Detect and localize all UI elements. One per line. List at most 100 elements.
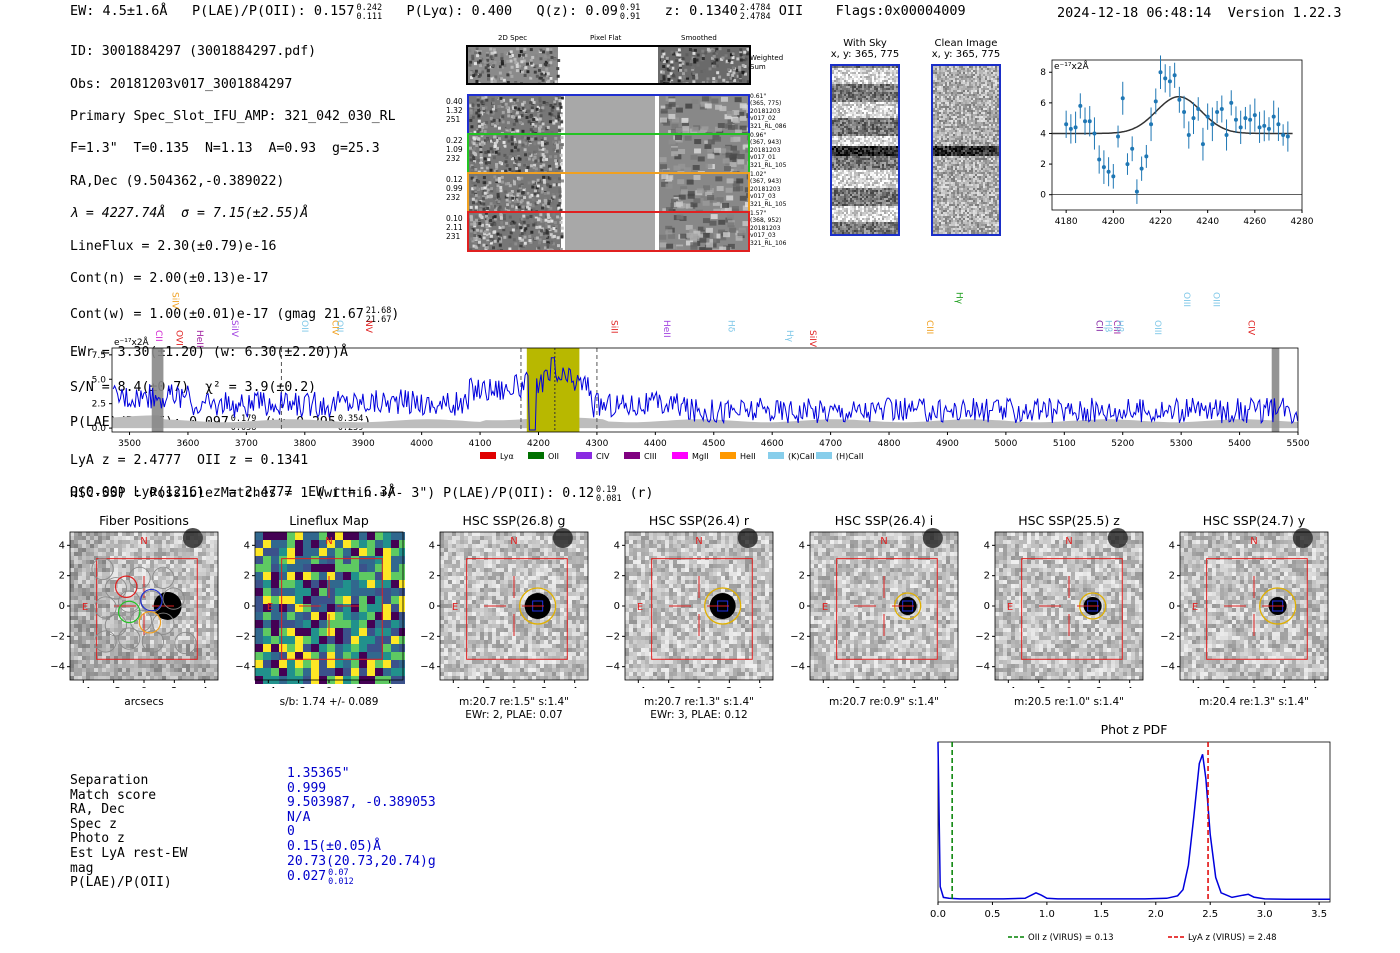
info-id: ID: 3001884297 (3001884297.pdf) xyxy=(70,44,317,60)
spectrum-line-label: SiIV xyxy=(807,330,817,348)
zoom-data-point xyxy=(1125,162,1130,167)
weighted-sum-panel xyxy=(466,45,752,86)
cutout-row-note-line: 0.61" xyxy=(750,93,767,100)
cutout-row-note-line: v017_03 xyxy=(750,232,776,240)
spectrum-legend-label: (K)CaII xyxy=(788,452,815,461)
zoom-data-point xyxy=(1073,125,1078,130)
spectrum-legend-swatch xyxy=(624,452,640,459)
clean-image-title: Clean Image x, y: 365, 775 xyxy=(924,38,1008,60)
spectrum-xtick-label: 3500 xyxy=(118,439,141,449)
spectrum-legend-swatch xyxy=(816,452,832,459)
hsc-east-label: E xyxy=(267,602,273,613)
match-value: 0.027 0.07 0.012 xyxy=(287,869,436,887)
hsc-panel-title: Fiber Positions xyxy=(99,513,189,528)
cutout-row-panel xyxy=(467,172,750,213)
spectrum-line-label: HeII xyxy=(194,330,204,348)
cutout-row-value: 251 xyxy=(446,115,461,124)
cutout-row-note-line: (368, 952) xyxy=(750,217,782,225)
spectrum-highlight-region xyxy=(526,348,580,432)
hsc-ytick-label: 4 xyxy=(1169,540,1175,551)
match-label: P(LAE)/P(OII) xyxy=(70,875,172,891)
clean-image-xy: x, y: 365, 775 xyxy=(931,49,1001,60)
hsc-ytick-label: −2 xyxy=(1160,631,1175,642)
hsc-summary-text: HSC-SSP : Possible Matches = 1 (within +… xyxy=(70,486,595,501)
hsc-search-box xyxy=(1021,558,1123,660)
hsc-ytick-label: −2 xyxy=(235,631,250,642)
hsc-east-label: E xyxy=(452,602,458,613)
hsc-xtick-label: 0 xyxy=(881,686,887,688)
info-f-line: F=1.3" T=0.135 N=1.13 A=0.93 g=25.3 xyxy=(70,141,380,157)
zoom-data-point xyxy=(1196,106,1201,111)
hsc-panel-title: HSC SSP(26.4) i xyxy=(834,513,934,528)
full-spectrum-plot: e⁻¹⁷x2Å 0.0 2.5 5.0 7.5 3500 3600 3700 3800 3900 4… xyxy=(92,292,1310,461)
hsc-xtick-label: 2 xyxy=(726,686,732,688)
header-z-lo: 2.4784 xyxy=(739,12,771,22)
zoom-data-point xyxy=(1262,123,1267,128)
hsc-panel-image: N E 4 2 0 −2 −4 −4 −2 0 2 4 xyxy=(420,528,589,688)
hsc-neighbor-blob xyxy=(1107,528,1128,548)
info-plae-lo: 0.058 xyxy=(230,423,257,434)
hsc-ytick-label: −2 xyxy=(975,631,990,642)
col-smoothed: Smoothed xyxy=(681,34,717,42)
hsc-ytick-label: 2 xyxy=(1169,571,1175,582)
hsc-panel-caption: m:20.4 re:1.3" s:1.4" xyxy=(1199,696,1309,708)
col-2d-spec: 2D Spec xyxy=(498,34,528,42)
hsc-xtick-label: −4 xyxy=(76,686,91,688)
hsc-ytick-label: 0 xyxy=(429,601,435,612)
detection-info: ID: 3001884297 (3001884297.pdf) Obs: 201… xyxy=(70,28,399,517)
match-label: Spec z xyxy=(70,816,117,832)
zoom-data-point xyxy=(1271,114,1276,119)
info-contn: Cont(n) = 2.00(±0.13)e-17 xyxy=(70,271,269,287)
info-obs: Obs: 20181203v017_3001884297 xyxy=(70,76,293,92)
match-value: 9.503987, -0.389053 xyxy=(287,795,436,811)
hsc-xtick-label: −4 xyxy=(631,686,646,688)
hsc-east-label: E xyxy=(1007,602,1013,613)
col-pixel-flat: Pixel Flat xyxy=(590,34,622,42)
hsc-ytick-label: 4 xyxy=(984,540,990,551)
zoom-data-point xyxy=(1233,117,1238,122)
fiber-circle xyxy=(128,566,151,589)
hsc-xtick-label: 0 xyxy=(326,686,332,688)
fiber-circle xyxy=(94,630,117,653)
cutout-row-note-line: 1.02" xyxy=(750,171,767,178)
match-plae-bound: 0.012 xyxy=(328,877,354,888)
hsc-ytick-label: 4 xyxy=(244,540,250,551)
header-qz: Q(z): 0.09 xyxy=(536,3,618,19)
info-lya-z: LyA z = 2.4777 OII z = 0.1341 xyxy=(70,452,309,468)
cutout-row-panel xyxy=(467,133,750,174)
hsc-ytick-label: −4 xyxy=(1160,662,1175,673)
spectrum-xtick-label: 4700 xyxy=(819,439,842,449)
hsc-xtick-label: −4 xyxy=(446,686,461,688)
fiber-highlight-circle xyxy=(117,600,141,624)
spectrum-legend-swatch xyxy=(720,452,736,459)
spectrum-xtick-label: 5100 xyxy=(1053,439,1076,449)
hsc-panel-caption: m:20.5 re:1.0" s:1.4" xyxy=(1014,696,1124,708)
spectrum-legend-swatch xyxy=(528,452,544,459)
weighted-sum-label: Weighted Sum xyxy=(750,54,784,71)
hsc-panel-image: N E 4 2 0 −2 −4 −4 −2 0 2 4 xyxy=(1160,528,1329,688)
with-sky-xy: x, y: 365, 775 xyxy=(830,49,900,60)
cutout-row-note-line: 20181203 xyxy=(750,107,781,115)
cutout-row-note: 0.96" (367, 943) 20181203 v017_01 321_RL_105 xyxy=(750,132,786,169)
hsc-ytick-label: 2 xyxy=(244,571,250,582)
cutout-row-note-line: v017_02 xyxy=(750,115,776,123)
cutout-row-value: 2.11 xyxy=(446,223,463,232)
fiber-circle xyxy=(152,612,175,635)
hsc-neighbor-blob xyxy=(1292,528,1313,548)
hsc-ytick-label: −2 xyxy=(790,631,805,642)
hsc-xtick-label: 2 xyxy=(541,686,547,688)
info-lambda: λ = 4227.74Å σ = 7.15(±2.55)Å xyxy=(70,206,309,222)
cutout-row-value: 231 xyxy=(446,232,461,241)
spectrum-ytick-label: 2.5 xyxy=(92,400,106,410)
hsc-panel-title: HSC SSP(24.7) y xyxy=(1202,513,1306,528)
zoom-data-point xyxy=(1252,113,1257,118)
zoom-data-point xyxy=(1238,125,1243,130)
hsc-neighbor-blob xyxy=(552,528,573,548)
hsc-summary-hi: 0.19 xyxy=(596,485,617,495)
zoom-data-point xyxy=(1130,146,1135,151)
info-sn: S/N = 8.4(±0.7) χ² = 3.9(±0.2) xyxy=(70,380,317,396)
zoom-data-point xyxy=(1144,154,1149,159)
spectrum-legend-swatch xyxy=(672,452,688,459)
photz-xtick-label: 1.5 xyxy=(1093,909,1109,920)
spectrum-line-label: OII xyxy=(299,320,309,332)
